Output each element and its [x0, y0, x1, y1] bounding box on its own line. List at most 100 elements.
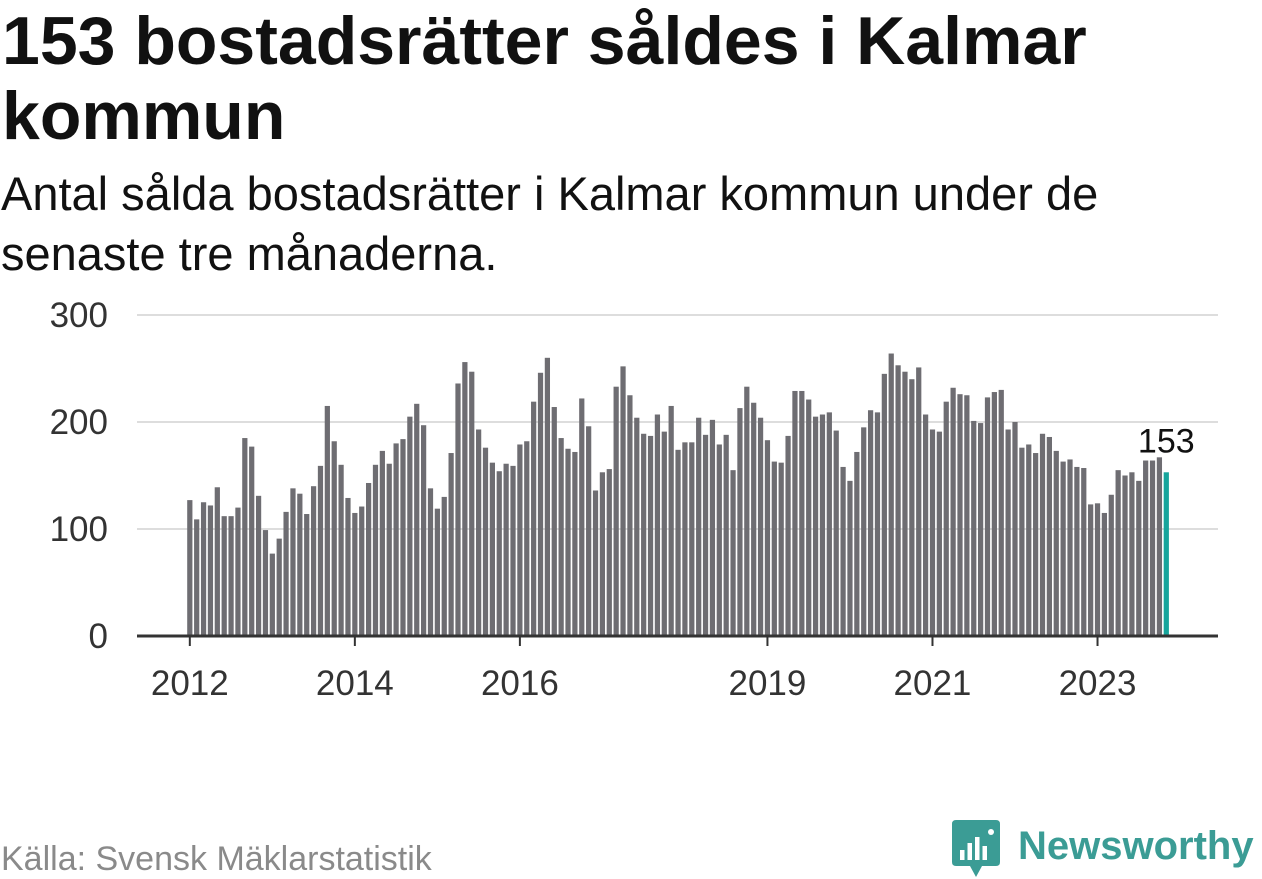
- bar-24: [352, 512, 358, 636]
- y-tick-label: 0: [89, 617, 108, 656]
- bar-113: [964, 395, 970, 636]
- bar-97: [854, 451, 860, 636]
- bar-110: [943, 401, 949, 636]
- bar-123: [1033, 453, 1039, 636]
- bar-112: [957, 394, 963, 636]
- bar-134: [1108, 494, 1114, 636]
- bar-34: [421, 425, 427, 636]
- bar-103: [895, 365, 901, 636]
- latest-value-label: 153: [1138, 422, 1195, 460]
- x-axis-labels: 2012 2014 2016 2019 2021 2023: [151, 636, 1136, 703]
- bar-11: [262, 530, 269, 636]
- newsworthy-logo-icon: [952, 820, 1000, 877]
- bar-36: [434, 508, 440, 636]
- bar-65: [634, 417, 640, 636]
- bar-119: [1005, 429, 1011, 636]
- x-tick-label: 2021: [894, 664, 972, 703]
- bar-60: [599, 472, 606, 636]
- bar-108: [929, 429, 936, 636]
- bar-70: [668, 405, 674, 636]
- bar-84: [764, 440, 771, 636]
- bar-101: [881, 373, 887, 636]
- bar-10: [255, 495, 262, 636]
- bar-53: [551, 407, 557, 636]
- bar-50: [531, 401, 537, 636]
- bar-33: [414, 403, 420, 636]
- bar-100: [874, 412, 881, 636]
- bar-27: [372, 464, 379, 636]
- bar-16: [297, 493, 303, 636]
- bar-13: [276, 538, 282, 636]
- bar-54: [558, 438, 564, 636]
- bar-129: [1074, 466, 1080, 636]
- chart-title: 153 bostadsrätter såldes i Kalmar kommun: [2, 3, 1087, 154]
- bar-19: [317, 465, 324, 636]
- bar-44: [489, 462, 495, 636]
- x-tick-label: 2014: [316, 664, 394, 703]
- bar-130: [1081, 468, 1087, 636]
- bar-7: [235, 507, 241, 636]
- bar-77: [716, 444, 722, 636]
- bar-121: [1019, 447, 1025, 636]
- bar-69: [661, 431, 667, 636]
- bar-55: [565, 448, 571, 636]
- bar-104: [902, 371, 908, 636]
- bar-57: [579, 398, 585, 636]
- bar-5: [221, 516, 227, 636]
- bar-118: [998, 389, 1004, 636]
- bar-48: [517, 444, 523, 636]
- bar-91: [812, 416, 819, 636]
- bar-95: [840, 466, 846, 636]
- bar-15: [290, 488, 296, 636]
- bar-111: [950, 387, 956, 636]
- bar-141: [1156, 457, 1163, 636]
- bar-109: [936, 431, 942, 636]
- bar-92: [819, 414, 826, 636]
- bar-64: [627, 395, 633, 636]
- bar-52: [544, 357, 551, 636]
- bar-79: [730, 470, 736, 636]
- bar-58: [586, 426, 592, 636]
- bar-56: [572, 451, 578, 636]
- brand-logo: Newsworthy: [952, 820, 1256, 878]
- bar-94: [833, 430, 839, 636]
- bar-68: [654, 414, 661, 636]
- bar-63: [620, 366, 626, 636]
- bar-78: [723, 434, 729, 636]
- bar-62: [613, 386, 619, 636]
- bar-38: [448, 453, 454, 636]
- bar-49: [524, 441, 530, 636]
- bar-4: [214, 487, 220, 636]
- bar-133: [1101, 512, 1108, 636]
- bar-22: [338, 464, 344, 636]
- bar-82: [751, 402, 757, 636]
- x-tick-label: 2016: [481, 664, 559, 703]
- bar-93: [826, 412, 832, 636]
- bar-9: [249, 446, 255, 636]
- bar-30: [393, 443, 399, 636]
- bar-45: [496, 471, 502, 636]
- source-note: Källa: Svensk Mäklarstatistik: [1, 840, 432, 878]
- y-tick-label: 200: [50, 403, 108, 442]
- bar-42: [476, 429, 482, 636]
- bar-23: [345, 497, 351, 636]
- brand-name: Newsworthy: [1018, 824, 1254, 868]
- bar-47: [510, 465, 516, 636]
- bar-66: [641, 433, 647, 636]
- bar-98: [861, 427, 867, 636]
- y-axis-labels: 0 100 200 300: [50, 296, 108, 656]
- bar-2: [200, 502, 207, 636]
- chart-subtitle: Antal sålda bostadsrätter i Kalmar kommu…: [1, 167, 1099, 280]
- bar-139: [1143, 460, 1149, 636]
- bar-0: [187, 500, 193, 636]
- bars: [187, 353, 1169, 636]
- bar-29: [386, 463, 392, 636]
- bar-128: [1067, 459, 1073, 636]
- bar-127: [1060, 461, 1066, 636]
- bar-71: [675, 449, 681, 636]
- bar-14: [283, 511, 289, 636]
- bar-40: [462, 362, 468, 636]
- bar-90: [806, 399, 812, 636]
- bar-117: [991, 392, 997, 636]
